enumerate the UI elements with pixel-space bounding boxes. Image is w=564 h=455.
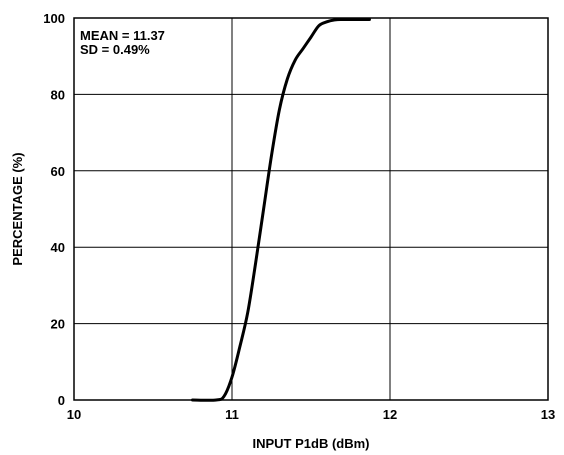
y-tick-label: 40 [51,240,65,255]
y-tick-label: 20 [51,317,65,332]
cdf-curve [191,17,371,402]
y-tick-label: 80 [51,87,65,102]
x-axis-title: INPUT P1dB (dBm) [253,436,370,451]
x-tick-labels: 10 11 12 13 [67,407,555,422]
x-tick-label: 10 [67,407,81,422]
y-tick-label: 0 [58,393,65,408]
y-tick-label: 60 [51,164,65,179]
x-tick-label: 12 [383,407,397,422]
series-layer [191,17,371,402]
sd-annotation: SD = 0.49% [80,42,150,57]
plot-frame [73,17,549,401]
grid [73,17,549,401]
x-tick-label: 13 [541,407,555,422]
y-tick-label: 100 [43,11,65,26]
y-tick-labels: 0 20 40 60 80 100 [43,11,65,408]
x-tick-label: 11 [225,407,239,422]
y-axis-title: PERCENTAGE (%) [10,152,25,265]
mean-annotation: MEAN = 11.37 [80,28,165,43]
